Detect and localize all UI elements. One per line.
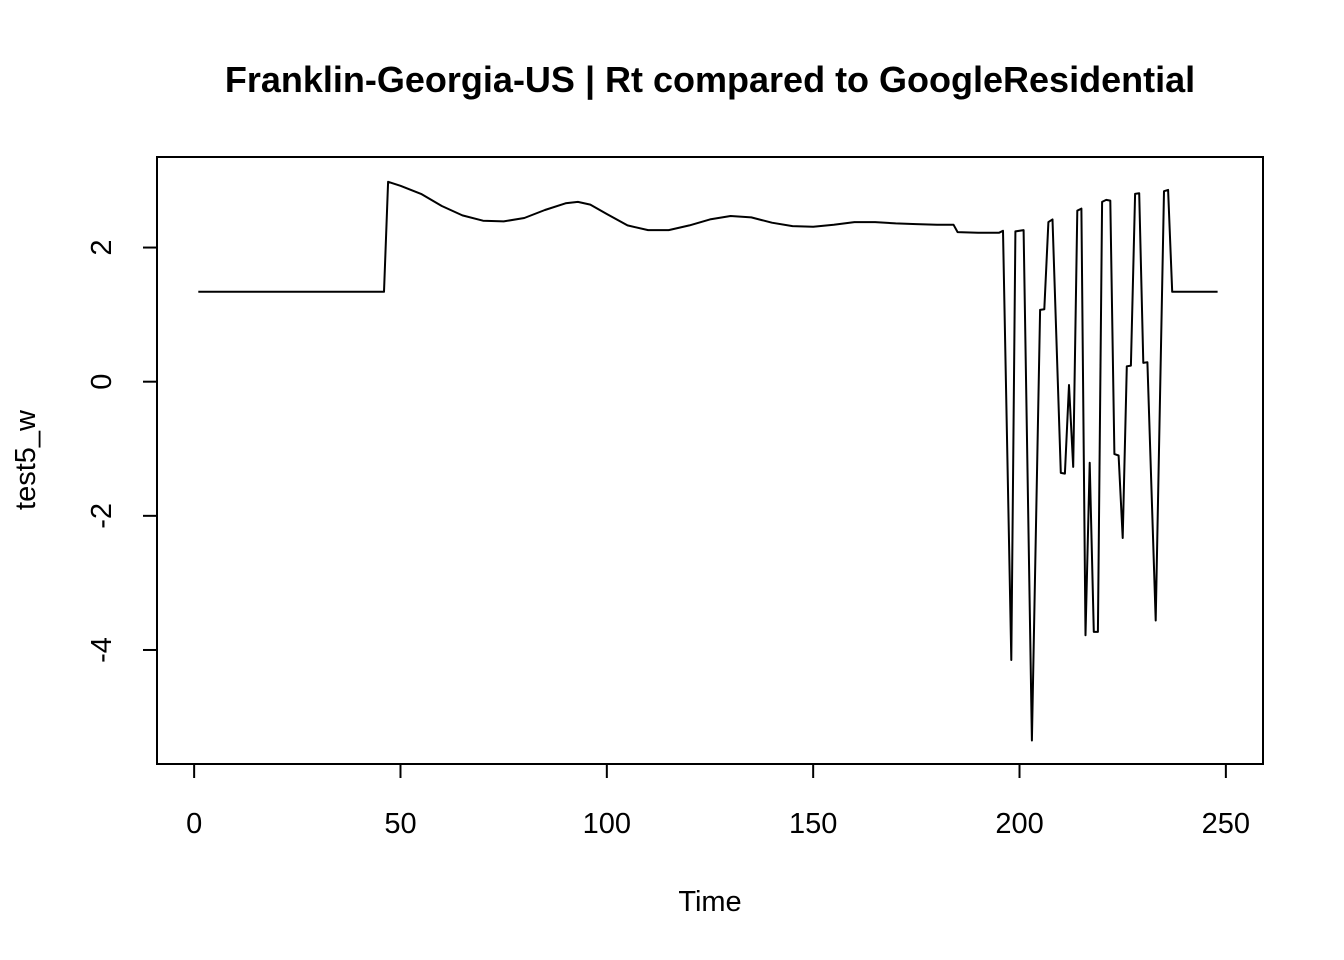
series-line [198, 180, 1218, 742]
y-tick-label: -2 [86, 503, 118, 529]
y-tick-label: 0 [86, 374, 118, 390]
x-tick-label: 0 [186, 808, 202, 840]
y-axis-ticks: -4 -2 0 2 [86, 239, 157, 663]
x-axis-label: Time [678, 886, 741, 918]
x-tick-label: 100 [583, 808, 631, 840]
x-tick-label: 50 [384, 808, 416, 840]
chart-title: Franklin-Georgia-US | Rt compared to Goo… [225, 59, 1195, 101]
x-axis-ticks: 0 50 100 150 200 250 [186, 764, 1250, 840]
x-tick-label: 150 [789, 808, 837, 840]
series-layer [198, 180, 1218, 742]
plot-frame [156, 156, 1264, 765]
x-tick-label: 250 [1202, 808, 1250, 840]
x-tick-label: 200 [995, 808, 1043, 840]
y-tick-label: 2 [86, 239, 118, 255]
y-axis-label: test5_w [10, 409, 42, 510]
y-tick-label: -4 [86, 637, 118, 663]
